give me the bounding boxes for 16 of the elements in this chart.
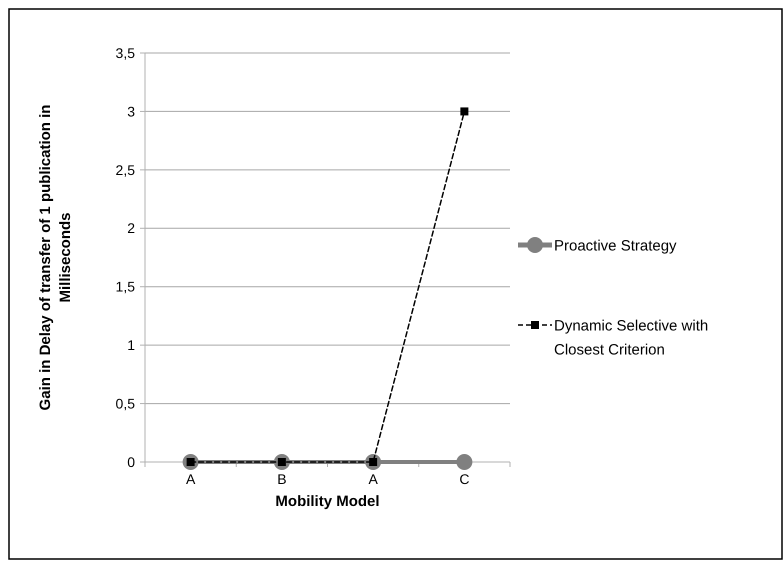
y-tick-label: 1 [127,337,136,354]
y-tick-label: 0 [127,454,136,470]
y-tick-label: 2,5 [116,162,136,178]
y-tick-label: 1,5 [116,278,136,295]
y-tick-label: 2 [127,220,136,236]
y-tick-label: 3 [127,103,136,120]
x-tick-label: A [368,471,378,487]
x-axis-title: Mobility Model [275,493,380,510]
legend-label: Dynamic Selective with Closest Criterion [554,317,708,358]
x-tick-label: B [277,471,287,487]
x-tick-label: C [459,471,470,487]
y-axis-title: Gain in Delay of transfer of 1 publication in Milliseconds [37,104,74,410]
x-tick-label: A [186,471,196,487]
legend-label: Proactive Strategy [554,237,678,254]
y-tick-label: 0,5 [116,395,136,412]
y-tick-label: 3,5 [116,44,136,61]
